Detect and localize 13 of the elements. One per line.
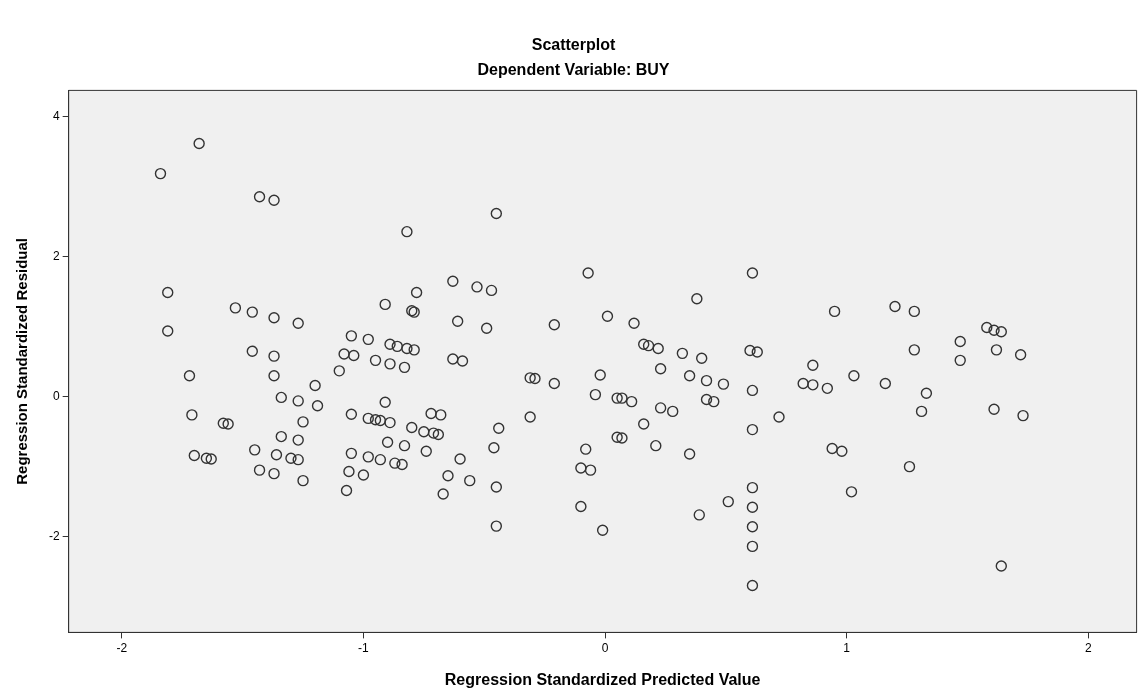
chart-subtitle: Dependent Variable: BUY (477, 61, 670, 79)
chart-title: Scatterplot (531, 36, 616, 54)
y-axis-title: Regression Standardized Residual (13, 238, 31, 485)
x-tick-label: -2 (116, 640, 128, 655)
x-tick-label: 2 (1084, 640, 1092, 655)
y-tick-label: 4 (52, 109, 60, 124)
x-tick-label: 1 (843, 640, 851, 655)
y-tick-label: 0 (52, 389, 60, 404)
y-tick-label: -2 (49, 528, 60, 543)
x-tick-label: 0 (601, 640, 609, 655)
y-tick-label: 2 (52, 249, 60, 264)
x-tick-label: -1 (358, 640, 370, 655)
x-axis-title: Regression Standardized Predicted Value (444, 670, 761, 688)
